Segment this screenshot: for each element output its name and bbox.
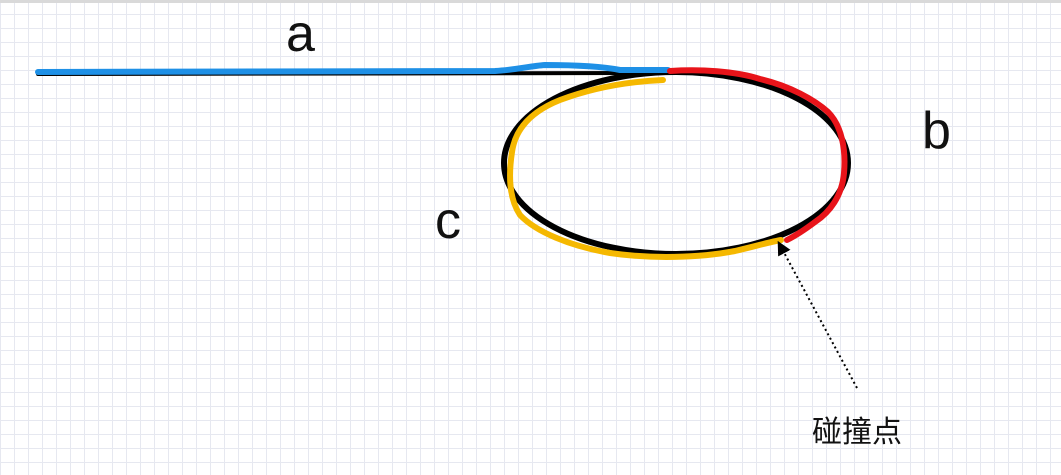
path-b — [667, 67, 848, 243]
path-c — [507, 77, 784, 260]
label-c: c — [435, 192, 461, 250]
collision-point-label: 碰撞点 — [812, 415, 902, 450]
collision-pointer — [777, 240, 858, 389]
top-edge-line — [0, 0, 1061, 3]
path-a — [35, 62, 671, 75]
label-a: a — [286, 5, 315, 63]
label-b: b — [922, 102, 951, 160]
